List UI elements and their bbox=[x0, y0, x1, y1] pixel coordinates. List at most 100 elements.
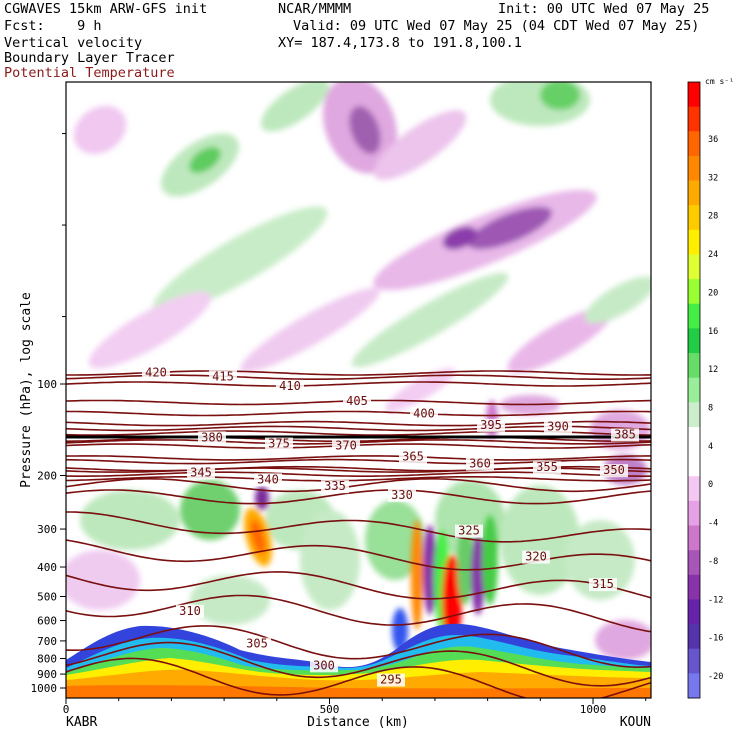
colorbar-swatch bbox=[688, 279, 700, 305]
isentrope-label: 345 bbox=[190, 465, 212, 479]
colorbar-tick-label: 20 bbox=[708, 288, 718, 298]
isentrope-line bbox=[66, 381, 651, 387]
isentrope-line bbox=[66, 511, 651, 543]
isentrope-line bbox=[66, 476, 651, 482]
isentrope-label: 355 bbox=[536, 460, 558, 474]
colorbar-swatch bbox=[688, 673, 700, 699]
colorbar-tick-label: 28 bbox=[708, 212, 718, 222]
isentrope-label-bg bbox=[265, 437, 293, 451]
cross-section-endpoints: XY= 187.4,173.8 to 191.8,100.1 bbox=[278, 35, 522, 51]
colorbar-swatch bbox=[688, 500, 700, 527]
isentrope-line bbox=[66, 489, 651, 505]
isentrope-label-bg bbox=[142, 366, 170, 380]
isentrope-label-bg bbox=[410, 407, 438, 421]
y-tick-label: 900 bbox=[37, 668, 57, 681]
colorbar-swatch bbox=[688, 328, 700, 354]
isentrope-label-bg bbox=[589, 578, 617, 592]
colorbar-tick-label: -4 bbox=[708, 519, 718, 529]
isentrope-label: 315 bbox=[592, 577, 614, 591]
isentrope-label: 410 bbox=[279, 379, 301, 393]
isentrope-label: 360 bbox=[469, 457, 491, 471]
isentrope-label: 370 bbox=[335, 439, 357, 453]
y-tick-label: 600 bbox=[37, 615, 57, 628]
colorbar-swatch bbox=[688, 402, 700, 428]
y-tick-label: 100 bbox=[37, 378, 57, 391]
colorbar-tick-label: -12 bbox=[708, 595, 723, 605]
isentrope-label: 365 bbox=[402, 450, 424, 464]
colorbar: 36 32 28 24 20 16 12 8 4 0 -4 -8 -12 -16 -20 bbox=[687, 81, 723, 699]
x-axis: 0 500 1000 bbox=[63, 698, 647, 716]
colorbar-tick-label: 32 bbox=[708, 173, 718, 183]
isentrope-label: 390 bbox=[547, 419, 569, 433]
colorbar-swatch bbox=[688, 106, 700, 132]
isentrope-label-bg bbox=[388, 488, 416, 502]
isentrope-line bbox=[66, 625, 651, 669]
isentrope-label: 350 bbox=[603, 463, 625, 477]
colorbar-swatch bbox=[688, 476, 700, 502]
colorbar-swatch bbox=[688, 82, 700, 108]
colorbar-tick-label: 8 bbox=[708, 404, 713, 414]
colorbar-tick-label: 12 bbox=[708, 365, 718, 375]
colorbar-swatch bbox=[688, 624, 700, 650]
colorbar-frame bbox=[687, 81, 701, 699]
isentrope-label-bg bbox=[310, 659, 338, 673]
isentrope-label-bg bbox=[276, 379, 304, 393]
isentrope-label-bg bbox=[198, 431, 226, 445]
colorbar-tick-label: -16 bbox=[708, 634, 723, 644]
colorbar-swatch bbox=[688, 254, 700, 280]
y-tick-label: 400 bbox=[37, 561, 57, 574]
x-tick-label: 1000 bbox=[580, 703, 607, 716]
y-tick-label: 800 bbox=[37, 653, 57, 666]
isentrope-label: 335 bbox=[324, 479, 346, 493]
isentrope-label-bg bbox=[611, 428, 639, 442]
model-title: CGWAVES 15km ARW-GFS init bbox=[4, 1, 208, 17]
colorbar-swatch bbox=[688, 180, 700, 206]
isentrope-label-bg bbox=[399, 450, 427, 464]
field-potential-temperature: Potential Temperature bbox=[4, 65, 175, 81]
isentrope-label-bg bbox=[321, 480, 349, 494]
isentrope-label-bg bbox=[466, 457, 494, 471]
isentrope-label-bg bbox=[209, 370, 237, 384]
isentrope-label: 395 bbox=[480, 418, 502, 432]
colorbar-swatch bbox=[688, 525, 700, 551]
x-tick-label: 0 bbox=[63, 703, 70, 716]
isentrope-line bbox=[66, 539, 651, 571]
isentrope-label-bg bbox=[187, 466, 215, 480]
colorbar-swatch bbox=[688, 377, 700, 403]
colorbar-swatch bbox=[688, 229, 700, 255]
isentrope-label-bg bbox=[176, 604, 204, 618]
isentrope-label: 340 bbox=[257, 472, 279, 486]
x-axis-left-endpoint: KABR bbox=[66, 715, 97, 730]
colorbar-swatch bbox=[688, 648, 700, 674]
isentrope-label: 295 bbox=[380, 673, 402, 687]
y-axis-title: Pressure (hPa), log scale bbox=[19, 292, 34, 488]
x-tick-label: 500 bbox=[320, 703, 340, 716]
isentrope-label-bg bbox=[254, 473, 282, 487]
y-tick-label: 1000 bbox=[31, 682, 58, 695]
isentrope-label-bg bbox=[522, 550, 550, 564]
isentrope-label: 305 bbox=[246, 637, 268, 651]
isentrope-line bbox=[66, 478, 651, 493]
isentrope-line bbox=[66, 410, 651, 417]
isentrope-label: 400 bbox=[413, 407, 435, 421]
isentrope-label-bg bbox=[544, 420, 572, 434]
isentrope-label: 420 bbox=[145, 365, 167, 379]
field-boundary-layer-tracer: Boundary Layer Tracer bbox=[4, 50, 175, 66]
isentrope-label: 385 bbox=[614, 427, 636, 441]
colorbar-tick-label: -8 bbox=[708, 557, 718, 567]
colorbar-tick-label: 16 bbox=[708, 327, 718, 337]
isentrope-label-bg bbox=[477, 418, 505, 432]
isentrope-label: 300 bbox=[313, 658, 335, 672]
isentrope-line bbox=[66, 594, 651, 633]
isentrope-label-bg bbox=[600, 464, 628, 478]
isentrope-label: 405 bbox=[346, 394, 368, 408]
isentrope-label-bg bbox=[243, 637, 271, 651]
isentrope-label-bg bbox=[533, 461, 561, 475]
colorbar-tick-label: 4 bbox=[708, 442, 713, 452]
isentrope-label: 325 bbox=[458, 524, 480, 538]
isentrope-label: 380 bbox=[201, 430, 223, 444]
init-time: Init: 00 UTC Wed 07 May 25 bbox=[498, 1, 710, 17]
isentrope-line bbox=[66, 641, 651, 687]
plot-frame bbox=[65, 81, 652, 699]
